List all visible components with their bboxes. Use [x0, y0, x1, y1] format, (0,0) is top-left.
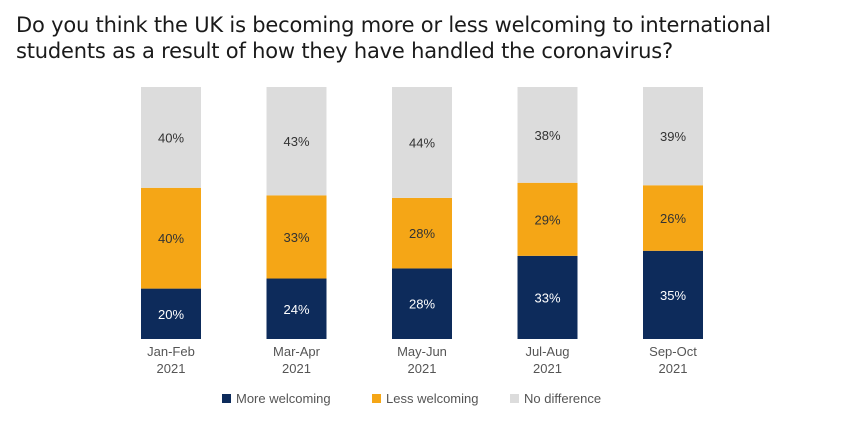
bar-more-welcoming-1: [266, 278, 327, 339]
data-label: 33%: [283, 230, 309, 245]
bar-less-welcoming-3: [517, 182, 578, 256]
x-tick-label: 2021: [659, 361, 688, 376]
bar-no-difference-3: [517, 87, 578, 183]
bar-less-welcoming-4: [643, 185, 703, 251]
legend-label: More welcoming: [236, 391, 331, 406]
x-tick-label: 2021: [408, 361, 437, 376]
data-label: 29%: [534, 212, 560, 227]
x-tick-label: 2021: [533, 361, 562, 376]
bar-less-welcoming-2: [392, 197, 452, 269]
bar-less-welcoming-1: [266, 195, 327, 279]
data-label: 28%: [409, 297, 435, 312]
x-tick-label: 2021: [157, 361, 186, 376]
x-tick-label: Jan-Feb: [147, 344, 195, 359]
x-tick-label: Jul-Aug: [525, 344, 569, 359]
data-label: 44%: [409, 135, 435, 150]
legend-swatch: [372, 394, 381, 403]
chart-title: Do you think the UK is becoming more or …: [16, 13, 771, 63]
bar-more-welcoming-3: [517, 255, 578, 339]
data-label: 28%: [409, 226, 435, 241]
data-label: 24%: [283, 302, 309, 317]
data-label: 38%: [534, 128, 560, 143]
legend-label: Less welcoming: [386, 391, 479, 406]
data-label: 40%: [158, 231, 184, 246]
bar-no-difference-1: [266, 87, 327, 196]
x-tick-label: May-Jun: [397, 344, 447, 359]
data-label: 39%: [660, 129, 686, 144]
bar-less-welcoming-0: [141, 187, 201, 289]
data-label: 43%: [283, 134, 309, 149]
data-label: 40%: [158, 130, 184, 145]
bar-more-welcoming-4: [643, 250, 703, 339]
bar-no-difference-0: [141, 87, 201, 188]
bar-no-difference-4: [643, 87, 703, 186]
data-label: 35%: [660, 288, 686, 303]
x-tick-label: 2021: [282, 361, 311, 376]
bar-more-welcoming-2: [392, 268, 452, 339]
legend-label: No difference: [524, 391, 601, 406]
x-tick-label: Mar-Apr: [273, 344, 321, 359]
bar-more-welcoming-0: [141, 288, 201, 339]
legend-swatch: [222, 394, 231, 403]
bar-no-difference-2: [392, 87, 452, 198]
x-tick-label: Sep-Oct: [649, 344, 697, 359]
data-label: 33%: [534, 290, 560, 305]
data-label: 26%: [660, 211, 686, 226]
legend-swatch: [510, 394, 519, 403]
data-label: 20%: [158, 307, 184, 322]
